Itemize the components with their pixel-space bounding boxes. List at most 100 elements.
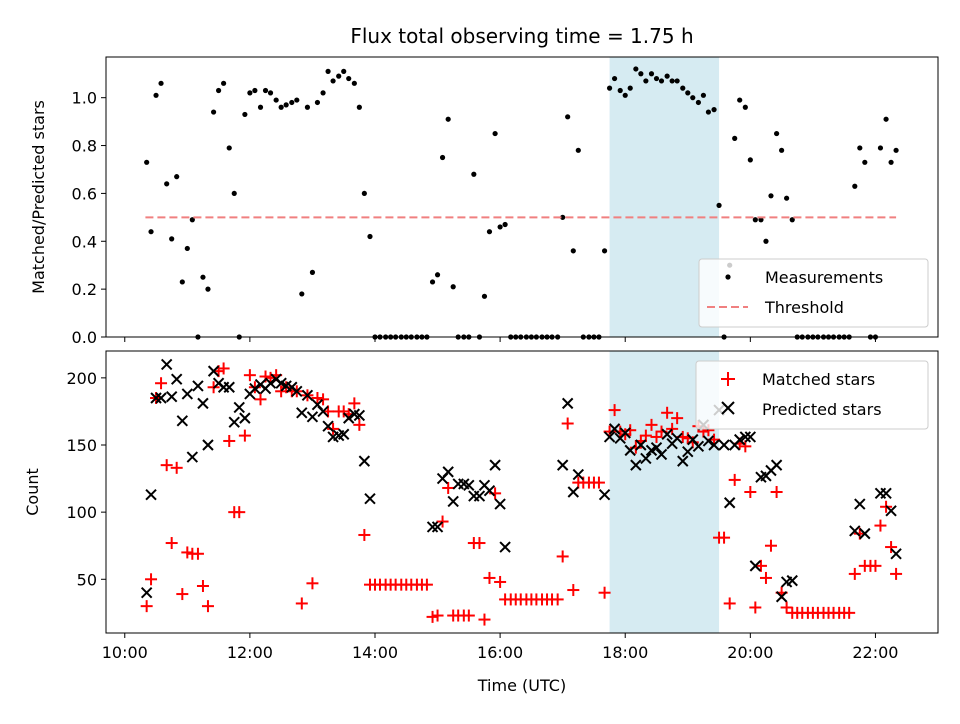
top-x-ticks (124, 337, 876, 342)
predicted-star-point (317, 405, 329, 418)
measurement-point (690, 95, 696, 101)
predicted-marker-stroke (880, 487, 892, 500)
predicted-star-point (264, 377, 277, 389)
predicted-marker-stroke (275, 377, 287, 389)
predicted-star-point (661, 428, 673, 440)
bottom-y-tick-label: 200 (66, 369, 97, 388)
predicted-star-point (849, 525, 861, 537)
predicted-star-point (608, 423, 621, 435)
bottom-y-axis-label: Count (23, 468, 42, 516)
measurement-point (680, 85, 686, 91)
predicted-marker-stroke (296, 407, 308, 419)
matched-star-point (661, 406, 674, 419)
x-tick-label: 18:00 (602, 643, 648, 662)
matched-star-point (462, 609, 475, 622)
measurement-point (257, 104, 264, 110)
measurement-point (153, 92, 159, 98)
predicted-star-point (619, 427, 631, 439)
measurement-point (638, 71, 644, 77)
predicted-star-point (165, 390, 178, 403)
measurement-point (606, 85, 613, 91)
predicted-marker-stroke (603, 431, 616, 443)
measurement-point (325, 68, 331, 74)
measurement-point (262, 87, 269, 94)
matched-star-point (170, 461, 183, 474)
matched-star-point (556, 550, 569, 563)
measurement-point (179, 279, 185, 285)
matched-star-point (645, 418, 658, 431)
predicted-marker-stroke (239, 412, 251, 424)
predicted-marker-stroke (353, 409, 366, 422)
matched-star-point (780, 601, 793, 614)
predicted-star-point (322, 420, 334, 432)
matched-star-point (191, 547, 204, 560)
matched-star-point (494, 575, 507, 588)
matched-star-point (140, 600, 153, 613)
predicted-marker-stroke (338, 428, 350, 440)
measurement-point (184, 245, 190, 252)
measurement-point (252, 87, 258, 94)
predicted-star-point (306, 411, 319, 423)
measurement-point (486, 229, 493, 235)
predicted-star-point (885, 505, 897, 517)
predicted-marker-stroke (786, 574, 798, 587)
predicted-marker-stroke (473, 490, 486, 502)
predicted-marker-stroke (733, 433, 746, 446)
measurement-point (705, 109, 712, 115)
predicted-marker-stroke (567, 486, 580, 498)
predicted-marker-stroke (249, 382, 261, 395)
matched-star-point (243, 369, 256, 382)
measurement-point (367, 233, 373, 240)
predicted-marker-stroke (145, 488, 157, 501)
predicted-star-point (145, 488, 157, 501)
top-legend-box (698, 258, 929, 328)
legend-threshold-label: Threshold (764, 298, 844, 317)
matched-star-point (885, 541, 898, 554)
matched-star-point (561, 417, 574, 430)
x-axis-label: Time (UTC) (477, 676, 566, 695)
measurement-point (247, 90, 253, 96)
predicted-marker-stroke (661, 428, 673, 440)
predicted-marker-stroke (170, 373, 183, 385)
predicted-marker-stroke (280, 380, 292, 392)
x-tick-label: 22:00 (852, 643, 898, 662)
predicted-star-point (140, 587, 153, 599)
predicted-star-point (358, 455, 371, 467)
measurement-point (695, 99, 702, 106)
measurement-point (700, 92, 707, 98)
measurement-point (784, 195, 790, 201)
predicted-star-point (561, 397, 574, 410)
matched-star-point (358, 528, 371, 541)
predicted-marker-stroke (744, 431, 757, 443)
predicted-star-point (635, 439, 647, 451)
bottom-legend-box (695, 360, 929, 430)
measurement-point (732, 135, 738, 141)
matched-star-point (723, 597, 736, 610)
measurement-point (883, 116, 889, 122)
predicted-marker-stroke (885, 505, 897, 517)
measurement-point (174, 174, 180, 180)
measurement-point (570, 248, 576, 254)
matched-star-point (436, 515, 449, 528)
predicted-marker-stroke (775, 591, 788, 603)
matched-star-point (217, 362, 230, 375)
predicted-star-point (228, 416, 240, 428)
predicted-star-point (556, 459, 569, 471)
measurement-point (445, 116, 451, 122)
predicted-marker-stroke (702, 435, 715, 447)
measurement-point (351, 80, 357, 86)
matched-star-point (890, 567, 903, 580)
measurement-point (617, 87, 623, 94)
predicted-star-point (233, 401, 245, 414)
measurement-point (888, 159, 894, 165)
bottom-y-tick-label: 150 (66, 436, 97, 455)
predicted-marker-stroke (624, 444, 636, 457)
measurement-point (877, 145, 884, 151)
predicted-star-point (692, 440, 705, 453)
predicted-marker-stroke (176, 415, 189, 427)
measurement-point (210, 109, 217, 115)
matched-star-point (567, 584, 580, 597)
predicted-star-point (854, 498, 866, 510)
predicted-marker-stroke (442, 466, 454, 478)
matched-star-point (869, 559, 882, 572)
